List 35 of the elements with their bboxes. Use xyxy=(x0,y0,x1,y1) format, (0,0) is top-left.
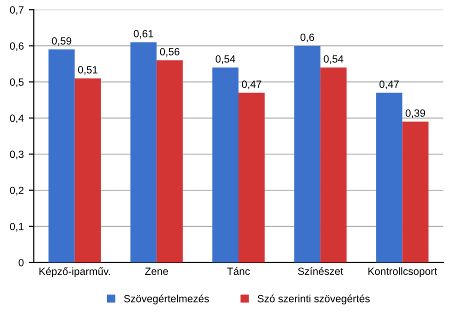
data-label: 0,61 xyxy=(134,30,154,39)
y-tick-label: 0 xyxy=(18,258,24,266)
bar xyxy=(130,42,157,262)
x-tick-label: Zene xyxy=(145,268,168,275)
x-tick-label: Tánc xyxy=(227,267,250,275)
y-tick-label: 0,2 xyxy=(10,186,24,196)
bar xyxy=(212,67,238,262)
data-label: 0,54 xyxy=(216,55,236,64)
y-tick-label: 0,7 xyxy=(10,6,24,15)
y-tick-label: 0,4 xyxy=(10,114,24,124)
legend-label: Szó szerinti szövegértés xyxy=(258,294,370,304)
data-label: 0,54 xyxy=(324,55,344,64)
y-tick-label: 0,5 xyxy=(10,78,24,88)
x-tick-label: Képző-iparműv. xyxy=(39,267,110,278)
bar xyxy=(376,92,402,262)
x-tick-label: Színészet xyxy=(298,267,344,275)
data-label: 0,59 xyxy=(52,37,72,46)
bar xyxy=(48,49,75,262)
legend-label: Szövegértelmezés xyxy=(124,294,209,304)
bar xyxy=(402,122,429,262)
y-tick-label: 0,6 xyxy=(10,42,24,51)
data-label: 0,6 xyxy=(300,34,314,42)
data-label: 0,47 xyxy=(242,80,262,90)
data-label: 0,56 xyxy=(160,48,180,57)
bar xyxy=(156,60,183,262)
x-tick-label: Kontrollcsoport xyxy=(368,267,437,278)
bar xyxy=(74,78,101,262)
bar xyxy=(238,92,265,262)
y-tick-label: 0,3 xyxy=(10,150,24,160)
data-label: 0,51 xyxy=(78,66,98,75)
bar xyxy=(294,46,320,262)
data-label: 0,39 xyxy=(406,109,426,118)
data-label: 0,47 xyxy=(379,80,399,90)
y-tick-label: 0,1 xyxy=(10,222,24,232)
bar xyxy=(320,67,347,262)
